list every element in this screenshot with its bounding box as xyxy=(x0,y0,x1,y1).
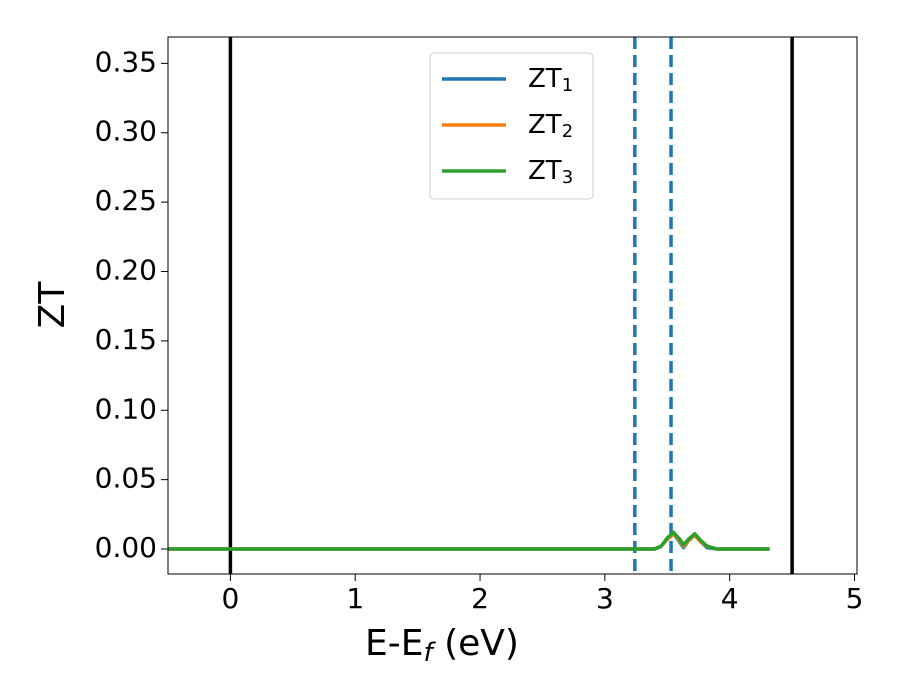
legend-subscript: 1 xyxy=(562,75,573,96)
y-tick-label: 0.00 xyxy=(95,531,157,564)
legend-name: ZT xyxy=(528,156,562,186)
x-label-main: E-E xyxy=(365,623,423,664)
y-tick-label: 0.20 xyxy=(95,254,157,287)
x-tick-label: 3 xyxy=(596,582,614,615)
x-tick-label: 2 xyxy=(471,582,489,615)
legend-subscript: 3 xyxy=(562,167,573,188)
legend-label: ZT1 xyxy=(528,64,573,97)
legend-label: ZT2 xyxy=(528,110,573,143)
y-tick-label: 0.05 xyxy=(95,462,157,495)
x-tick-label: 5 xyxy=(846,582,864,615)
x-label-suffix: (eV) xyxy=(433,623,519,664)
y-tick-label: 0.15 xyxy=(95,323,157,356)
x-axis-label: E-Ef (eV) xyxy=(365,623,519,668)
y-tick-label: 0.25 xyxy=(95,184,157,217)
legend-label: ZT3 xyxy=(528,156,573,189)
legend-name: ZT xyxy=(528,64,562,94)
y-tick-label: 0.30 xyxy=(95,115,157,148)
plot-frame xyxy=(167,36,858,575)
y-tick-label: 0.10 xyxy=(95,392,157,425)
x-tick-label: 0 xyxy=(221,582,239,615)
legend-subscript: 2 xyxy=(562,121,573,142)
y-axis-label: ZT xyxy=(32,281,73,329)
plot-area xyxy=(168,37,794,574)
x-tick-label: 1 xyxy=(346,582,364,615)
y-tick-label: 0.35 xyxy=(95,45,157,78)
series-line xyxy=(168,530,770,551)
x-tick-label: 4 xyxy=(721,582,739,615)
legend-name: ZT xyxy=(528,110,562,140)
legend-box xyxy=(429,52,594,200)
